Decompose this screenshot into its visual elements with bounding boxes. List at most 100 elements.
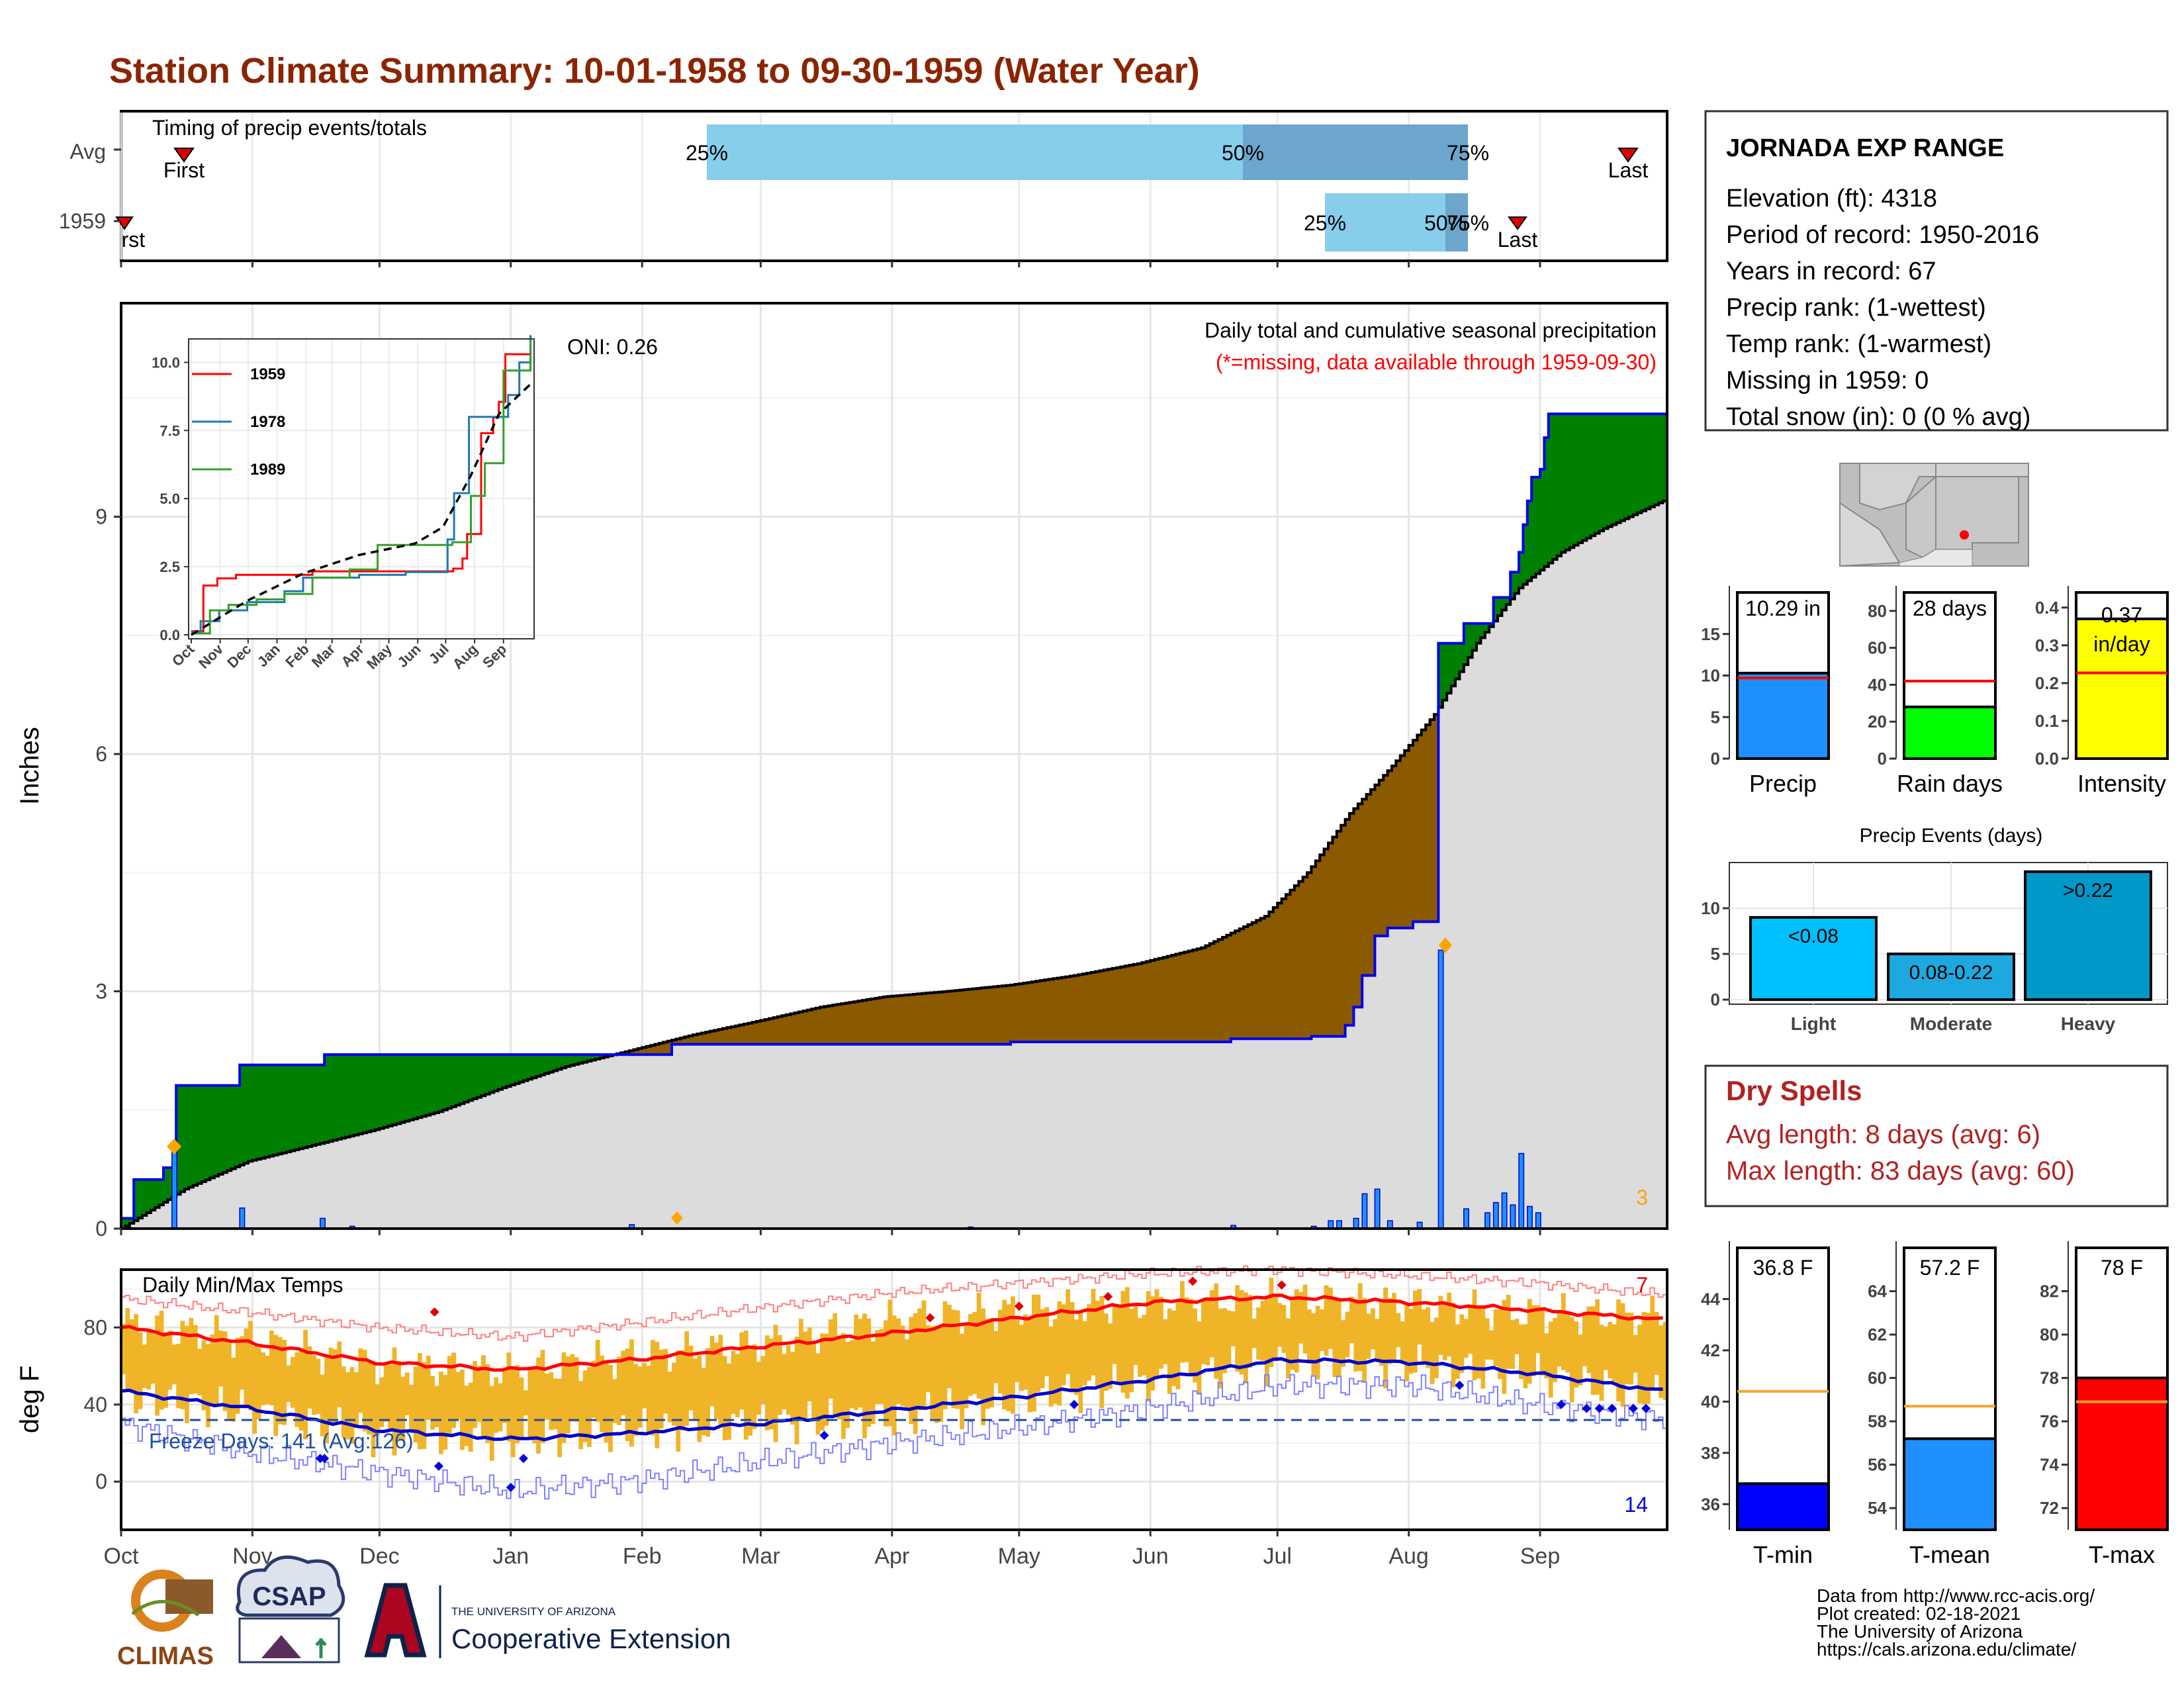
surplus-segment (498, 1055, 503, 1090)
temp-range-bar (917, 1308, 922, 1411)
daily-precip-bar (171, 1145, 177, 1229)
temp-range-bar (1641, 1312, 1647, 1405)
deficit-segment (854, 1002, 859, 1045)
daily-precip-bar (1527, 1205, 1533, 1229)
temp-range-bar (701, 1368, 706, 1436)
normal-max-line (120, 1293, 1663, 1372)
temp-range-bar (1129, 1309, 1134, 1393)
temp-range-bar (1311, 1313, 1316, 1376)
temp-range-bar (833, 1313, 837, 1417)
temp-range-bar (553, 1378, 558, 1429)
inset-y-tick-label: 2.5 (159, 559, 180, 575)
surplus-segment (392, 1055, 397, 1125)
deficit-segment (1260, 918, 1265, 1039)
deficit-segment (1066, 976, 1071, 1043)
temp-range-bar (1324, 1285, 1329, 1356)
temp-range-bar (1396, 1313, 1401, 1348)
deficit-segment (1116, 967, 1121, 1042)
map-neighbor-state (1935, 463, 2029, 477)
temp-range-bar (651, 1340, 655, 1436)
temp-range-bar (430, 1376, 435, 1430)
deficit-segment (1294, 886, 1299, 1039)
record-low-marker (506, 1482, 516, 1492)
climas-logo-text: CLIMAS (117, 1642, 214, 1670)
surplus-segment (375, 1055, 380, 1130)
mini-raindays: 0 20 40 60 80 28 days Rain days (1868, 586, 2003, 797)
deficit-segment (837, 1004, 842, 1045)
daily-precip-bar (1501, 1192, 1508, 1229)
temp-range-bar (891, 1315, 897, 1436)
temp-range-bar (993, 1331, 999, 1383)
deficit-segment (1078, 974, 1083, 1042)
record-low-marker (1582, 1403, 1592, 1413)
temp-range-bar (1625, 1313, 1629, 1385)
surplus-segment (1438, 643, 1443, 708)
temp-range-bar (612, 1379, 617, 1423)
mini-tmean: 54 56 58 60 62 64 57.2 F T-mean (1868, 1241, 1997, 1568)
surplus-segment (1641, 414, 1647, 511)
daily-precip-bar (1463, 1208, 1469, 1229)
temp-range-bar (489, 1385, 494, 1461)
record-high-marker (1014, 1301, 1024, 1311)
temp-range-bar (523, 1390, 528, 1416)
temp-range-bar (997, 1309, 1003, 1393)
temp-range-bar (913, 1313, 918, 1434)
temp-range-bar (930, 1326, 935, 1419)
temp-range-bar (426, 1356, 431, 1420)
temp-range-bar (383, 1363, 388, 1422)
surplus-segment (244, 1064, 249, 1164)
temp-range-bar (468, 1382, 473, 1452)
precip-ylabel: Inches (15, 727, 44, 805)
mini-tmean-value-label: 57.2 F (1920, 1256, 1980, 1280)
surplus-segment (1646, 414, 1651, 509)
temp-range-bar (1569, 1317, 1574, 1403)
temp-range-bar (1349, 1296, 1354, 1344)
temp-range-bar (163, 1332, 168, 1408)
surplus-segment (1498, 597, 1502, 616)
temp-range-bar (633, 1364, 639, 1436)
temp-range-bar (1019, 1325, 1024, 1391)
deficit-segment (1392, 766, 1396, 928)
deficit-segment (1387, 771, 1392, 928)
mini-y-tick-label: 54 (1868, 1498, 1887, 1518)
temp-range-bar (803, 1331, 808, 1419)
temp-range-bar (447, 1356, 452, 1435)
temp-range-bar (637, 1366, 643, 1428)
temp-range-bar (1527, 1299, 1532, 1384)
deficit-segment (1209, 943, 1214, 1042)
deficit-segment (1040, 980, 1045, 1042)
temp-range-bar (667, 1372, 672, 1423)
surplus-segment (464, 1055, 469, 1102)
temp-range-bar (125, 1308, 130, 1389)
mini-tmin-xlabel: T-min (1753, 1541, 1813, 1568)
surplus-segment (1612, 414, 1617, 525)
y-tick-label: 3 (95, 980, 107, 1004)
temp-range-bar (167, 1330, 173, 1390)
precip-legend-line2: (*=missing, data available through 1959-… (1216, 350, 1657, 374)
deficit-segment (782, 1015, 787, 1045)
temp-range-bar (1171, 1310, 1176, 1386)
deficit-segment (875, 998, 880, 1045)
temp-range-bar (870, 1341, 876, 1425)
temp-range-bar (1375, 1319, 1380, 1360)
surplus-segment (409, 1055, 414, 1120)
normal-cumulative-line (121, 499, 1667, 1230)
temp-range-bar (1400, 1321, 1405, 1364)
surplus-segment (1506, 597, 1511, 605)
temp-range-bar (324, 1354, 329, 1444)
temp-range-bar (510, 1367, 516, 1458)
temp-range-bar (312, 1355, 316, 1415)
footer-line: https://cals.arizona.edu/climate/ (1817, 1639, 2076, 1660)
deficit-segment (672, 1040, 676, 1045)
temp-range-bar (1074, 1319, 1079, 1395)
surplus-segment (443, 1055, 448, 1110)
temp-range-bar (1637, 1325, 1642, 1403)
inset-legend-label: 1989 (250, 461, 285, 479)
temp-range-bar (951, 1309, 956, 1409)
deficit-segment (1345, 819, 1350, 1025)
temp-range-bar (354, 1372, 359, 1429)
temp-range-bar (1053, 1319, 1058, 1404)
inset-lines (191, 335, 532, 636)
observed-cumulative-line (120, 412, 1668, 1220)
deficit-segment (900, 995, 905, 1045)
